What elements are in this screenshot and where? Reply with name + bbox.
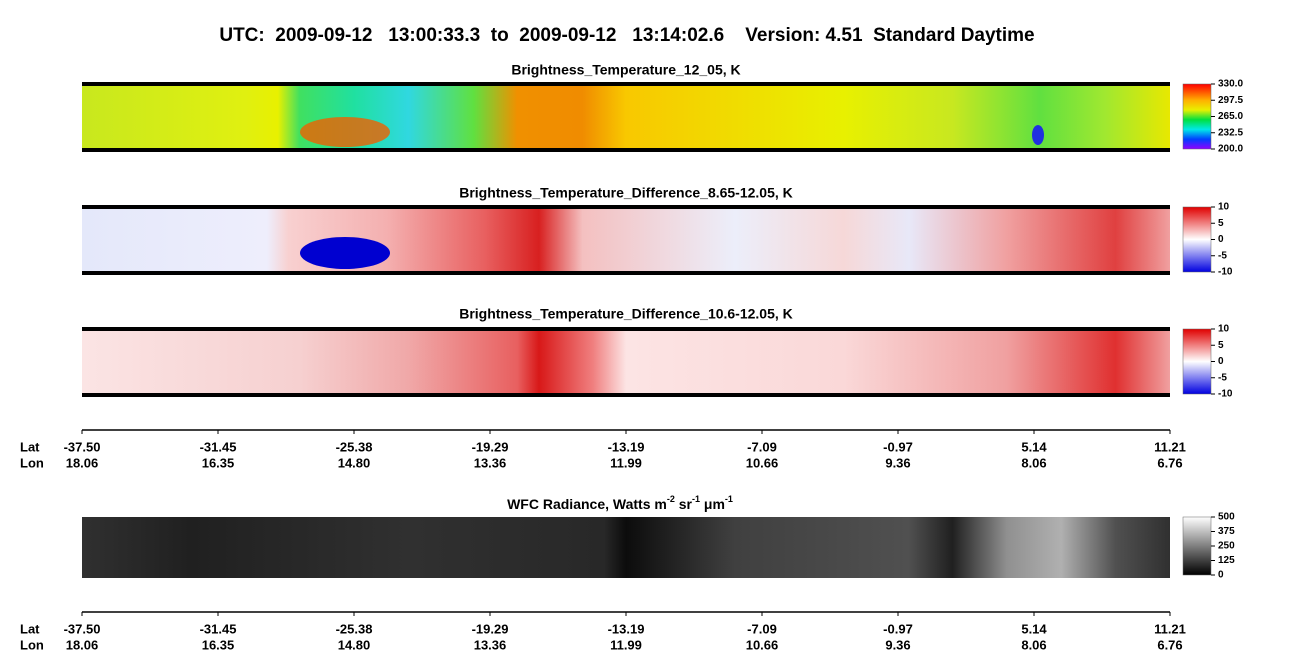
image-strip	[82, 517, 1170, 578]
lon-label: 8.06	[1021, 637, 1046, 652]
panel-title: Brightness_Temperature_12_05, K	[511, 62, 740, 78]
lat-label: -19.29	[472, 621, 509, 636]
lat-label: -25.38	[336, 439, 373, 454]
lon-label: 13.36	[474, 637, 507, 652]
lat-label: -31.45	[200, 621, 237, 636]
lon-label: 9.36	[885, 455, 910, 470]
title-part: μm	[700, 496, 725, 512]
colorbar-label: 0	[1218, 570, 1224, 581]
colorbar-label: 375	[1218, 526, 1235, 537]
lon-label: 18.06	[66, 637, 99, 652]
lon-label: 6.76	[1157, 637, 1182, 652]
swath-edge	[82, 205, 1170, 209]
lat-label: -31.45	[200, 439, 237, 454]
lon-label: 18.06	[66, 455, 99, 470]
lat-label: 5.14	[1021, 439, 1047, 454]
colorbar-label: 330.0	[1218, 79, 1243, 90]
feature	[1032, 125, 1044, 145]
colorbar-label: 297.5	[1218, 95, 1243, 106]
lat-label: -0.97	[883, 621, 913, 636]
lon-label: 14.80	[338, 455, 371, 470]
swath-edge	[82, 148, 1170, 152]
colorbar-label: 232.5	[1218, 127, 1243, 138]
colorbar-label: 5	[1218, 340, 1224, 351]
lat-label: -13.19	[608, 621, 645, 636]
lat-label: -25.38	[336, 621, 373, 636]
colorbar-label: 500	[1218, 512, 1235, 523]
axis-label: Lon	[20, 637, 44, 652]
superscript: -2	[667, 494, 675, 504]
lon-label: 16.35	[202, 637, 235, 652]
colorbar	[1182, 206, 1212, 273]
colorbar-label: 0	[1218, 234, 1224, 245]
colorbar-label: -10	[1218, 389, 1233, 400]
colorbar-label: 10	[1218, 324, 1230, 335]
swath-edge	[82, 327, 1170, 331]
swath-edge	[82, 82, 1170, 86]
panel-title: Brightness_Temperature_Difference_10.6-1…	[459, 306, 793, 322]
colorbar-label: 5	[1218, 218, 1224, 229]
axis-label: Lat	[20, 621, 40, 636]
lon-label: 10.66	[746, 637, 779, 652]
feature	[300, 117, 390, 147]
colorbar-label: 125	[1218, 555, 1235, 566]
colorbar-label: 265.0	[1218, 111, 1243, 122]
swath-edge	[82, 393, 1170, 397]
feature	[300, 237, 390, 269]
colorbar-label: -5	[1218, 250, 1227, 261]
lat-label: -13.19	[608, 439, 645, 454]
colorbar-label: 250	[1218, 541, 1235, 552]
lon-label: 11.99	[610, 455, 642, 470]
superscript: -1	[692, 494, 700, 504]
superscript: -1	[725, 494, 733, 504]
image-strip	[82, 84, 1170, 150]
lon-label: 14.80	[338, 637, 371, 652]
lat-label: -19.29	[472, 439, 509, 454]
image-strip	[82, 329, 1170, 395]
colorbar-label: -10	[1218, 267, 1233, 278]
lat-label: 11.21	[1154, 439, 1186, 454]
colorbar-label: 0	[1218, 356, 1224, 367]
lat-label: 5.14	[1021, 621, 1047, 636]
colorbar	[1182, 516, 1212, 576]
panel-title: Brightness_Temperature_Difference_8.65-1…	[459, 185, 793, 201]
lat-label: -37.50	[64, 621, 101, 636]
axis-label: Lon	[20, 455, 44, 470]
lat-label: -0.97	[883, 439, 913, 454]
colorbar-label: 10	[1218, 202, 1230, 213]
lon-label: 10.66	[746, 455, 779, 470]
lat-label: 11.21	[1154, 621, 1186, 636]
lon-label: 8.06	[1021, 455, 1046, 470]
lon-label: 13.36	[474, 455, 507, 470]
lon-label: 9.36	[885, 637, 910, 652]
figure-title: UTC: 2009-09-12 13:00:33.3 to 2009-09-12…	[219, 25, 1034, 46]
panel-title: WFC Radiance, Watts m-2 sr-1 μm-1	[507, 494, 733, 511]
colorbar-label: 200.0	[1218, 144, 1243, 155]
lon-label: 16.35	[202, 455, 235, 470]
colorbar	[1182, 328, 1212, 395]
colorbar	[1182, 83, 1212, 150]
lat-label: -7.09	[747, 439, 777, 454]
lon-label: 11.99	[610, 637, 642, 652]
image-strip	[82, 207, 1170, 273]
axis-label: Lat	[20, 439, 40, 454]
colorbar-label: -5	[1218, 372, 1227, 383]
lat-label: -37.50	[64, 439, 101, 454]
lat-label: -7.09	[747, 621, 777, 636]
swath-edge	[82, 271, 1170, 275]
title-part: WFC Radiance, Watts m	[507, 496, 667, 512]
lon-label: 6.76	[1157, 455, 1182, 470]
title-part: sr	[675, 496, 693, 512]
